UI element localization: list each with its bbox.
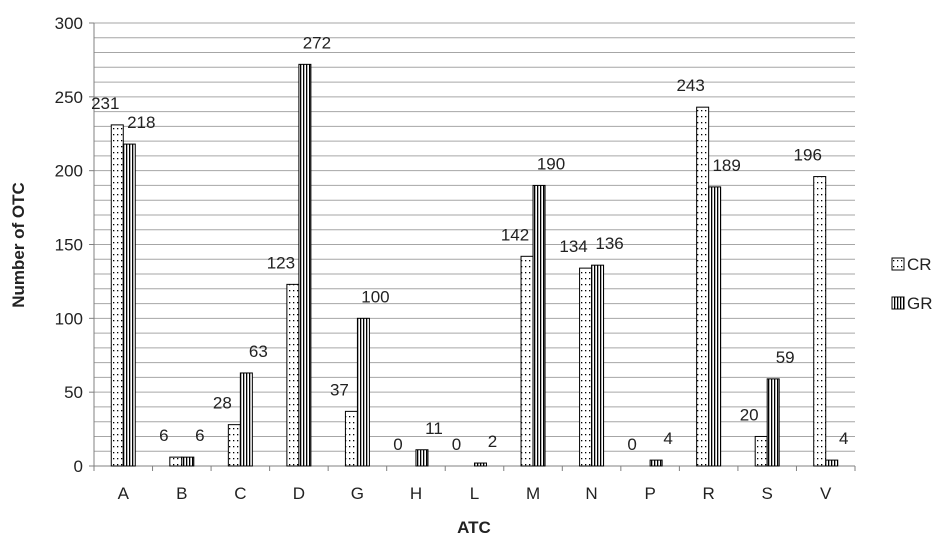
x-tick-label: N [585,484,597,503]
x-axis-title: ATC [457,518,491,537]
y-tick-label: 150 [55,236,83,255]
bar-cr [110,124,124,467]
data-label-gr: 190 [537,154,565,173]
data-label-cr: 6 [159,426,168,445]
bar-gr [591,264,605,467]
bar-cr [696,106,710,467]
bar-cr [579,267,593,467]
data-label-gr: 189 [712,156,740,175]
bar-cr [286,283,300,467]
x-tick-label: D [293,484,305,503]
data-label-gr: 136 [595,234,623,253]
data-label-cr: 134 [559,237,587,256]
data-label-cr: 0 [627,435,636,454]
x-tick-label: C [234,484,246,503]
bar-gr [181,456,195,467]
x-tick-label: S [762,484,773,503]
x-tick-label: V [820,484,832,503]
data-label-cr: 0 [452,435,461,454]
legend-item-cr: CR [891,255,932,274]
bar-gr [122,143,136,467]
bar-cr [813,176,827,467]
bars [110,63,839,467]
x-tick-label: A [118,484,130,503]
data-label-gr: 218 [127,113,155,132]
data-label-gr: 100 [361,287,389,306]
data-label-gr: 4 [839,429,848,448]
y-axis-title: Number of OTC [9,182,28,308]
x-tick-label: G [351,484,364,503]
y-tick-label: 200 [55,162,83,181]
x-tick-label: P [644,484,655,503]
data-label-cr: 123 [267,253,295,272]
legend-swatch-cr [891,257,905,271]
data-label-gr: 272 [303,33,331,52]
data-label-cr: 0 [393,435,402,454]
data-label-gr: 63 [249,342,268,361]
y-tick-label: 0 [74,457,83,476]
bar-gr [239,372,253,467]
bar-cr [754,435,768,467]
data-label-cr: 142 [501,225,529,244]
x-tick-label: M [526,484,540,503]
legend-label-gr: GR [907,294,933,313]
data-label-cr: 196 [794,146,822,165]
legend-swatch-gr [891,296,905,310]
data-labels: 231 6 28 123 37 0 0 142 134 0 243 20 196 218 6 63 272 100… [91,33,848,454]
bar-gr [766,378,780,467]
bar-cr [169,456,183,467]
data-label-cr: 20 [740,405,759,424]
x-tick-label: B [176,484,187,503]
legend-label-cr: CR [907,255,932,274]
x-tick-label: R [703,484,715,503]
data-label-cr: 243 [676,76,704,95]
bar-gr [474,462,487,467]
data-label-gr: 6 [195,426,204,445]
data-label-cr: 231 [91,94,119,113]
data-label-gr: 11 [425,419,443,438]
axes [89,22,856,471]
legend-item-gr: GR [891,294,933,313]
bar-gr [649,459,663,467]
y-tick-label: 100 [55,309,83,328]
bar-cr [344,410,358,467]
bar-gr [356,317,370,467]
bar-gr [708,186,722,467]
data-label-gr: 2 [488,432,497,451]
data-label-cr: 28 [213,394,232,413]
bar-cr [227,424,241,467]
y-tick-label: 250 [55,88,83,107]
data-label-gr: 4 [663,429,672,448]
y-tick-label: 300 [55,14,83,33]
bar-gr [415,449,429,467]
bar-gr [532,184,546,467]
bar-gr [298,63,312,467]
gridlines [94,22,855,452]
x-tick-label: L [470,484,479,503]
bar-gr [825,459,839,467]
legend: CR GR [891,255,933,313]
x-tick-label: H [410,484,422,503]
bar-cr [520,255,534,467]
y-tick-label: 50 [64,383,83,402]
data-label-cr: 37 [330,380,349,399]
data-label-gr: 59 [776,348,795,367]
